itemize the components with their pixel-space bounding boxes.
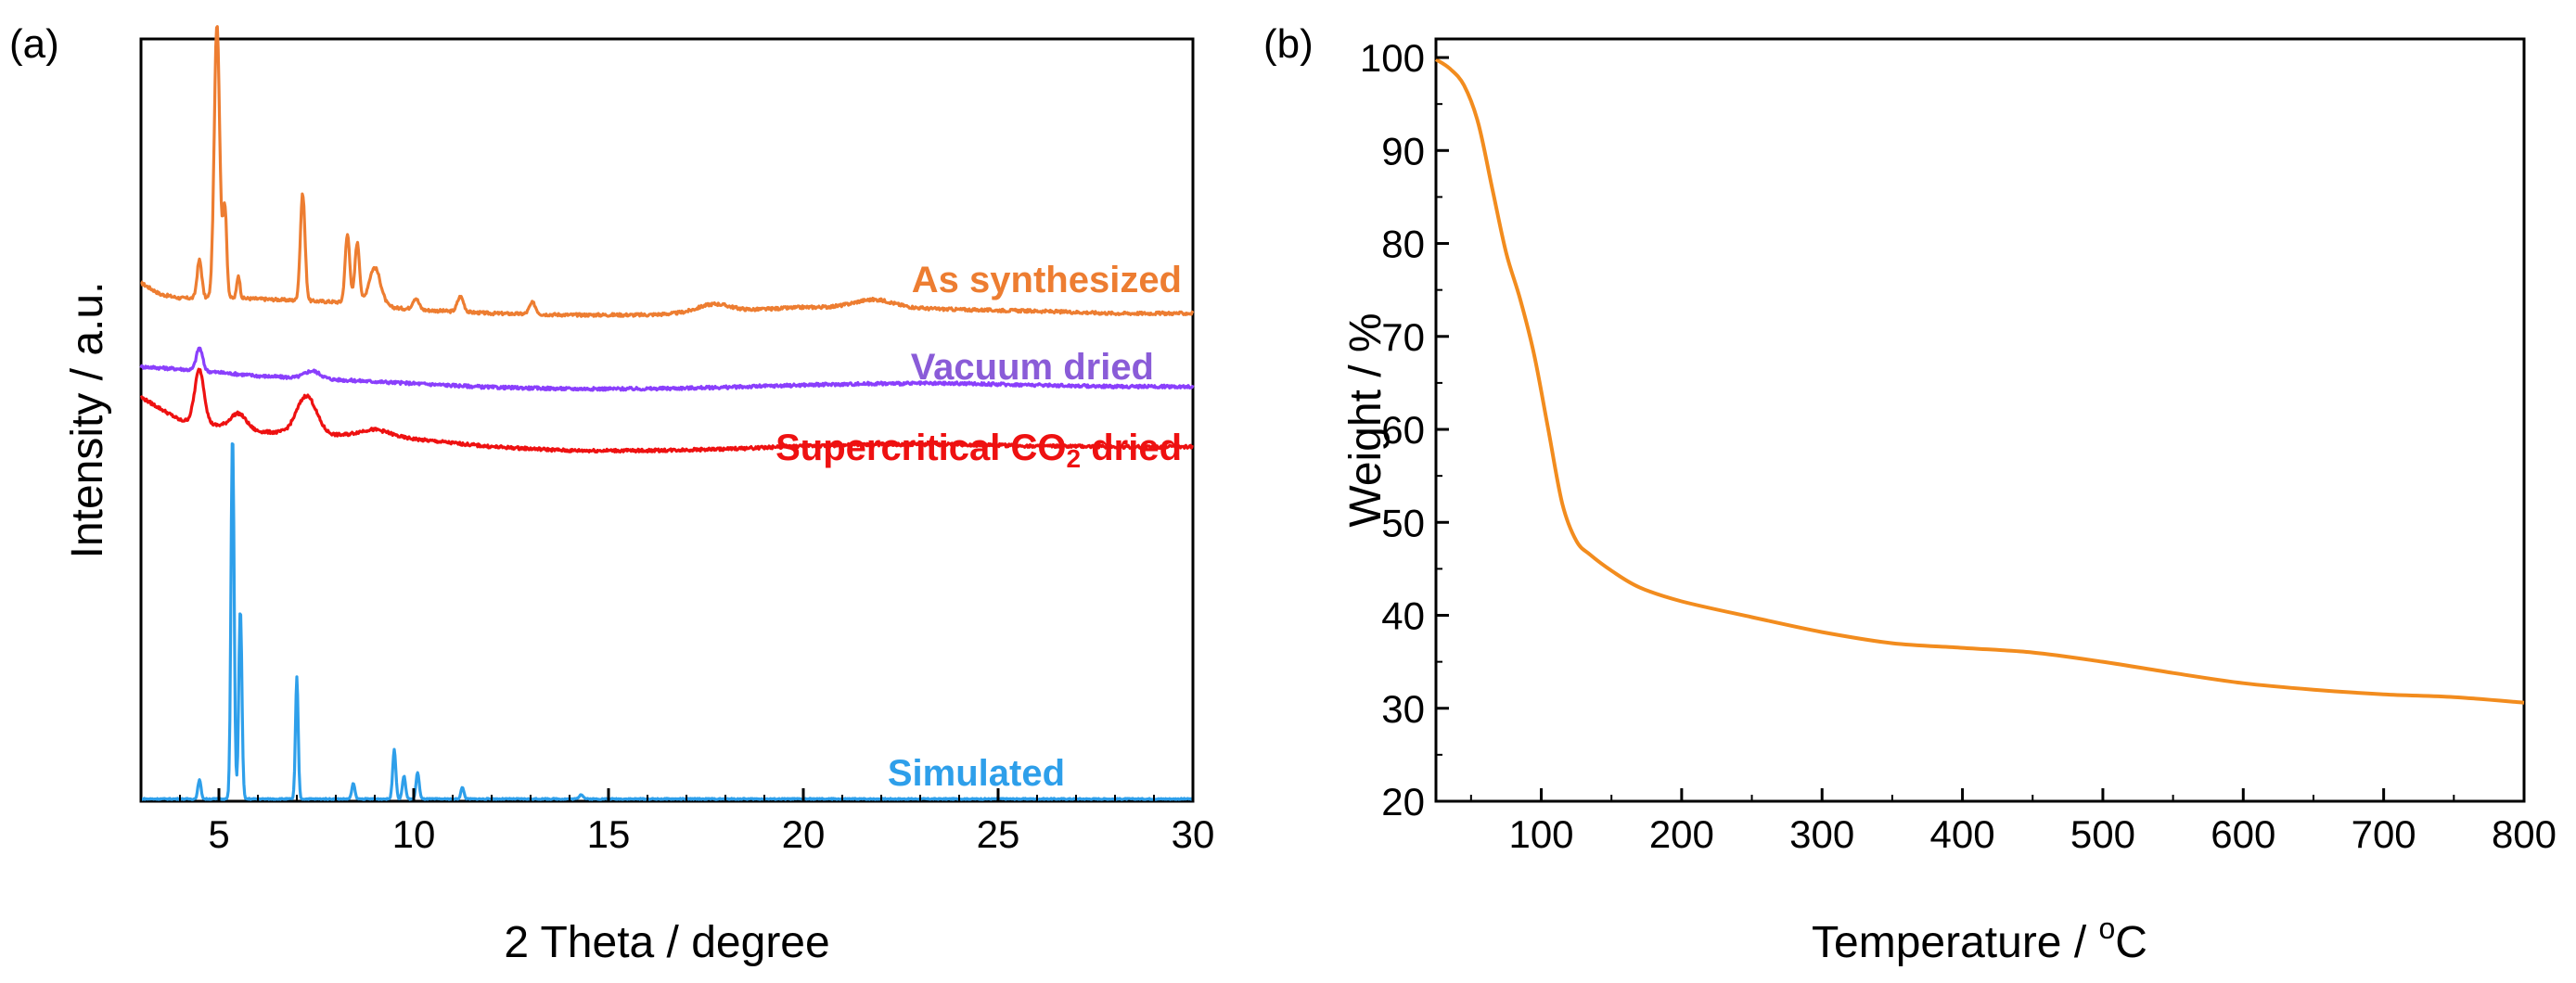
label-simulated: Simulated [888, 753, 1065, 794]
panel-a-series-group [139, 25, 1195, 801]
panel-a-x-axis-label: 2 Theta / degree [504, 918, 829, 967]
series-line-simulated [140, 442, 1194, 801]
x-tick-label: 300 [1789, 812, 1854, 856]
x-tick-label: 500 [2070, 812, 2135, 856]
y-tick-label: 20 [1381, 780, 1425, 823]
panel-b-x-axis-ticks: 100 200 300 400 500 600 700 800 [1469, 788, 2557, 856]
panel-b-x-axis-label-main: Temperature / [1812, 918, 2098, 967]
label-vacuum-dried: Vacuum dried [911, 347, 1154, 388]
panel-b-x-axis-label: Temperature / oC [1812, 912, 2147, 967]
series-line-supercritical-co2-dried [139, 367, 1195, 454]
panel-a-x-axis-ticks: 5 10 15 20 25 30 [140, 788, 1215, 856]
panel-b-label: (b) [1263, 21, 1314, 67]
x-tick-label: 200 [1649, 812, 1714, 856]
x-tick-label: 20 [782, 812, 826, 856]
y-tick-label: 50 [1381, 501, 1425, 544]
x-tick-label: 15 [587, 812, 631, 856]
panel-a-y-axis-label: Intensity / a.u. [63, 282, 112, 559]
label-supercritical-co2-dried: Supercritical CO2 dried [775, 428, 1182, 473]
panel-b-series-group [1434, 57, 2525, 705]
panel-b-plot-frame [1434, 37, 2526, 803]
panel-b-x-axis-label-tail: C [2115, 918, 2147, 967]
y-tick-label: 90 [1381, 129, 1425, 172]
label-supercritical-co2-tail: dried [1081, 428, 1182, 468]
label-supercritical-co2-text: Supercritical CO [775, 428, 1066, 468]
tga-weight-curve [1434, 57, 2525, 705]
x-tick-label: 30 [1172, 812, 1215, 856]
panel-b-tga-curve: (b) 100 200 300 400 500 600 700 800 20 30 40 50 60 7… [1263, 21, 2557, 967]
label-supercritical-co2-subscript: 2 [1067, 444, 1082, 473]
panel-b-y-axis-ticks: 20 30 40 50 60 70 80 90 100 [1360, 36, 1449, 823]
y-tick-label: 40 [1381, 594, 1425, 638]
y-tick-label: 80 [1381, 223, 1425, 266]
y-tick-label: 30 [1381, 687, 1425, 731]
x-tick-label: 700 [2352, 812, 2416, 856]
panel-a-label: (a) [9, 21, 59, 67]
x-tick-label: 400 [1930, 812, 1995, 856]
x-tick-label: 100 [1508, 812, 1573, 856]
y-tick-label: 100 [1360, 36, 1425, 80]
x-tick-label: 5 [208, 812, 229, 856]
x-tick-label: 600 [2211, 812, 2275, 856]
panel-b-y-axis-label: Weight / % [1341, 313, 1391, 527]
y-tick-label: 60 [1381, 408, 1425, 452]
x-tick-label: 10 [392, 812, 436, 856]
panel-b-x-axis-label-superscript: o [2099, 912, 2116, 945]
series-line-as-synthesized [140, 25, 1195, 318]
x-tick-label: 800 [2492, 812, 2557, 856]
panel-a-plot-frame [139, 37, 1195, 803]
series-line-vacuum-dried [139, 346, 1195, 392]
x-tick-label: 25 [977, 812, 1020, 856]
y-tick-label: 70 [1381, 315, 1425, 359]
label-as-synthesized: As synthesized [912, 260, 1182, 300]
panel-a-xrd-patterns: (a) 5 10 15 20 25 30 2 Theta / degree Intensi… [9, 21, 1214, 967]
